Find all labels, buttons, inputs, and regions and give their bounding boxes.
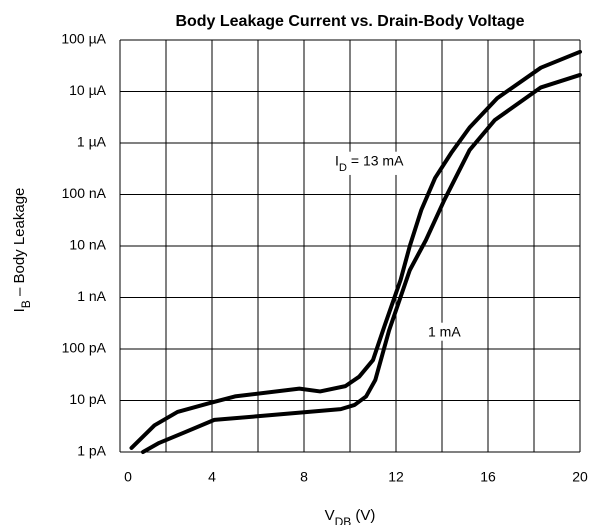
series-line bbox=[141, 72, 582, 454]
y-tick-label: 10 nA bbox=[69, 237, 106, 253]
y-tick-label: 1 pA bbox=[77, 443, 106, 459]
series-label: ID = 13 mA bbox=[335, 153, 404, 174]
y-tick-label: 100 nA bbox=[62, 185, 107, 201]
series-line bbox=[129, 49, 582, 450]
x-tick-label: 20 bbox=[572, 469, 588, 485]
series-label: 1 mA bbox=[428, 324, 461, 340]
y-tick-label: 10 pA bbox=[69, 391, 106, 407]
y-axis-label: IB – Body Leakage bbox=[11, 188, 33, 313]
label-background bbox=[332, 151, 408, 175]
y-tick-label: 1 nA bbox=[77, 288, 106, 304]
y-tick-label: 100 pA bbox=[62, 340, 107, 356]
x-tick-label: 12 bbox=[388, 469, 404, 485]
y-tick-label: 1 µA bbox=[77, 134, 107, 150]
chart-title: Body Leakage Current vs. Drain-Body Volt… bbox=[175, 13, 524, 30]
x-tick-label: 4 bbox=[208, 469, 216, 485]
x-tick-label: 16 bbox=[480, 469, 496, 485]
x-tick-label: 8 bbox=[300, 469, 308, 485]
x-axis-label: VDB (V) bbox=[325, 507, 376, 525]
y-tick-label: 10 µA bbox=[69, 82, 107, 98]
label-background bbox=[425, 322, 465, 341]
x-tick-label: 0 bbox=[124, 469, 132, 485]
y-tick-label: 100 µA bbox=[61, 31, 106, 47]
